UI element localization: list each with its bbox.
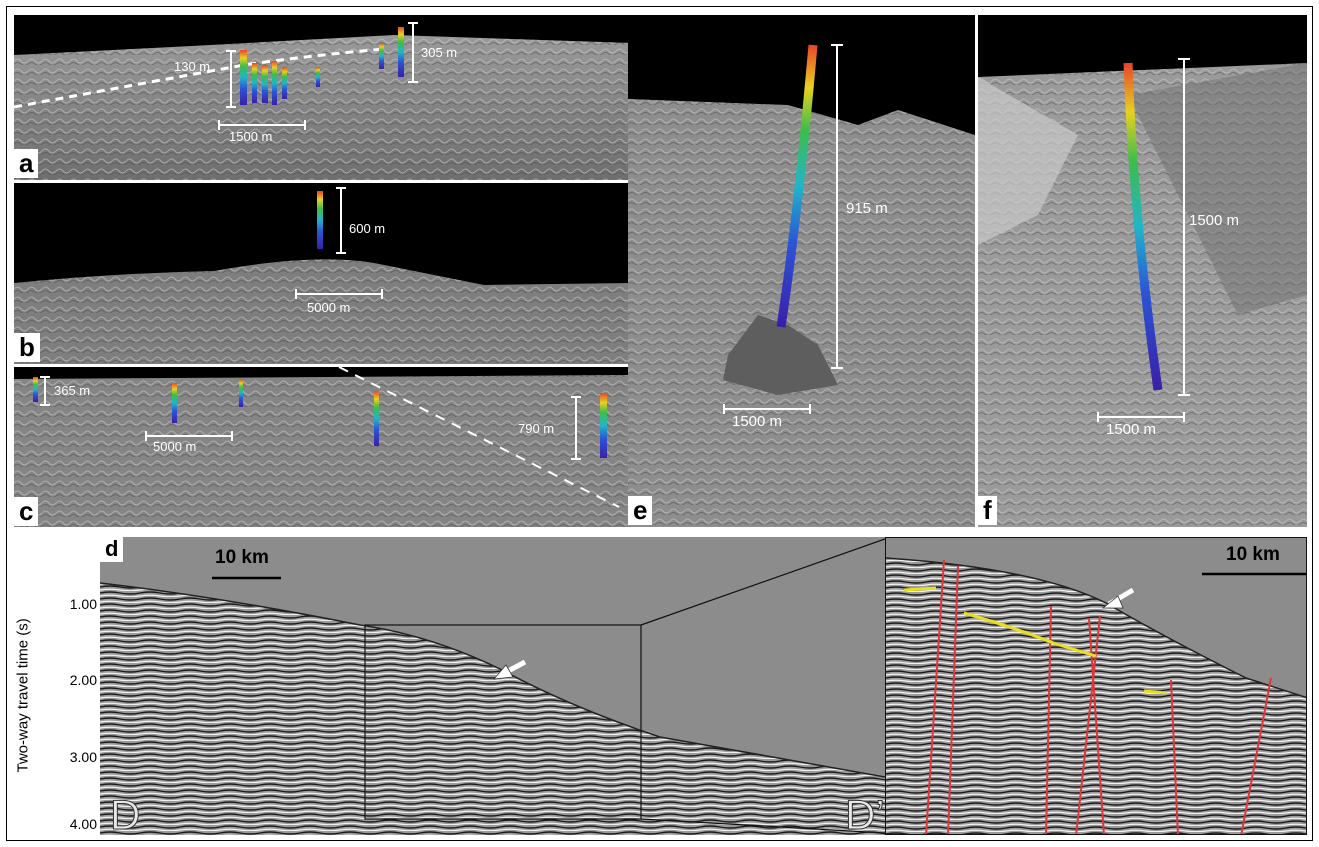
panel-a-terrain <box>14 22 631 180</box>
panel-b-terrain <box>14 187 631 364</box>
panel-c-vertical-scale-1: 365 m <box>54 383 91 398</box>
panel-d-scale-bar-label: 10 km <box>215 547 269 568</box>
panel-e-bathymetry: 915 m 1500 m e <box>628 15 975 527</box>
y-tick-2: 2.00 <box>69 672 97 688</box>
panel-b-bathymetry: 600 m 5000 m b <box>14 183 631 364</box>
panel-d-zoom-inset: 10 km <box>885 537 1307 835</box>
panel-f-horizontal-scale: 1500 m <box>1106 421 1157 438</box>
panel-a-bathymetry: 130 m 305 m 1500 m a <box>14 15 631 180</box>
figure-frame: 130 m 305 m 1500 m a 600 m 5000 m b <box>6 6 1313 841</box>
panel-b-horizontal-scale: 5000 m <box>307 300 351 315</box>
panel-d-zoom-scale-bar-label: 10 km <box>1226 544 1280 565</box>
panel-c-bathymetry: 365 m 790 m 5000 m c <box>14 367 631 527</box>
panel-a-label: a <box>14 149 39 178</box>
panel-c-vertical-scale-2: 790 m <box>518 421 555 436</box>
panel-a-horizontal-scale: 1500 m <box>229 129 273 144</box>
panel-f-terrain <box>978 58 1307 527</box>
y-tick-4: 4.00 <box>69 816 97 832</box>
panel-d-label: d <box>100 537 124 562</box>
panel-a-vertical-scale-2: 305 m <box>421 45 458 60</box>
panel-a-vertical-scale-1: 130 m <box>174 59 211 74</box>
panel-d-seismic-image <box>100 538 885 835</box>
panel-d-seismic: d 10 km D D’ <box>100 537 885 835</box>
panel-e-label: e <box>628 496 653 525</box>
y-tick-3: 3.00 <box>69 749 97 765</box>
panel-c-horizontal-scale: 5000 m <box>153 439 197 454</box>
panel-f-vertical-scale: 1500 m <box>1189 212 1240 229</box>
panel-d-zoom-image <box>886 557 1306 834</box>
panel-e-terrain <box>628 44 975 527</box>
panel-b-label: b <box>14 333 40 362</box>
panel-f-label: f <box>978 496 997 525</box>
panel-b-vertical-scale: 600 m <box>349 221 386 236</box>
panel-f-bathymetry: 1500 m 1500 m f <box>978 15 1307 527</box>
panel-e-horizontal-scale: 1500 m <box>732 413 783 430</box>
profile-start-label: D <box>109 791 141 836</box>
panel-d-y-axis-label: Two-way travel time (s) <box>14 618 32 773</box>
y-tick-1: 1.00 <box>69 596 97 612</box>
profile-end-label: D’ <box>845 791 885 836</box>
panel-c-terrain <box>14 367 631 527</box>
panel-e-vertical-scale: 915 m <box>846 200 888 217</box>
panel-c-label: c <box>14 497 39 526</box>
